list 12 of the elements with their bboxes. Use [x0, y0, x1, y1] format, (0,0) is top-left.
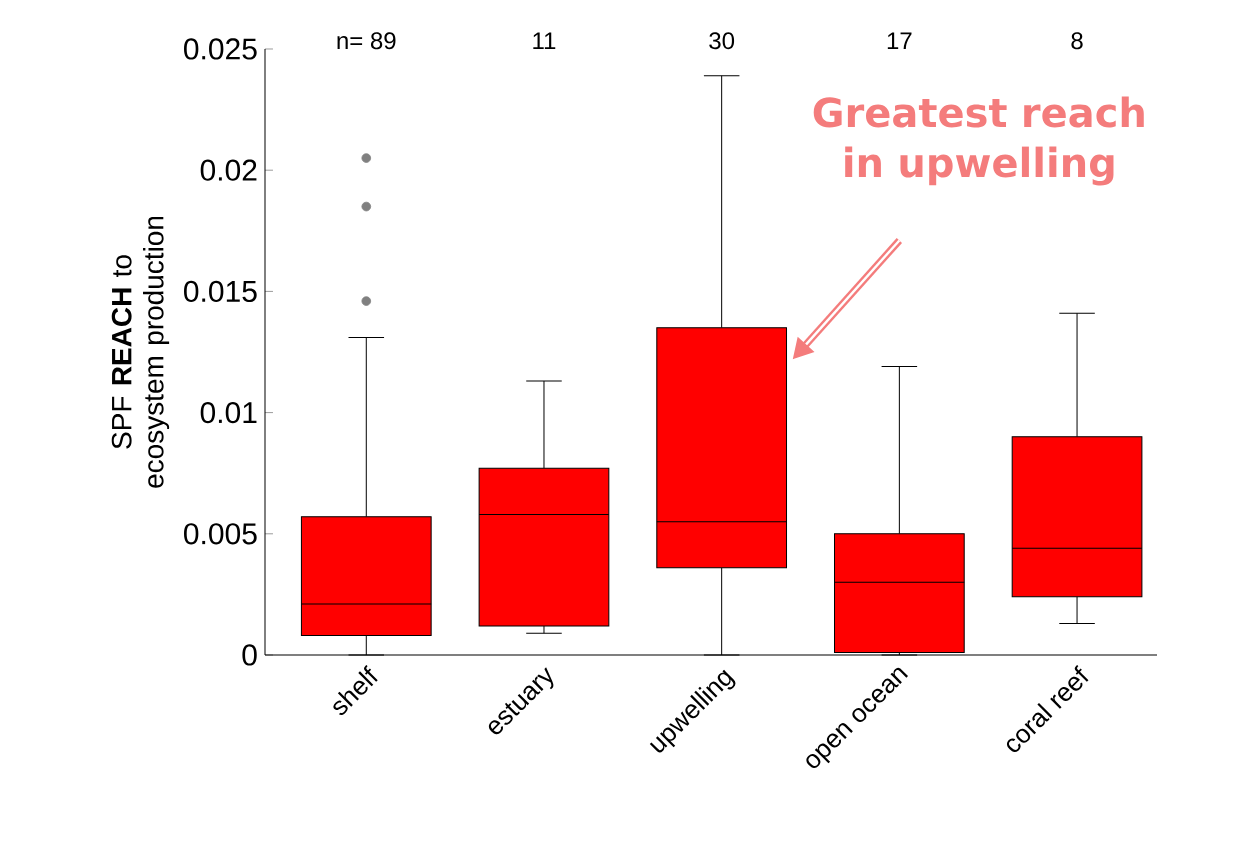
y-tick-label: 0.02 [200, 159, 257, 181]
annotation: 17 [887, 32, 912, 49]
y-tick-label: 0.025 [184, 38, 257, 60]
annotation: 8 [1071, 32, 1083, 50]
y-tick-label: 0.005 [184, 523, 257, 545]
y-tick-label: 0.015 [184, 280, 257, 303]
annotation: 30 [709, 32, 735, 50]
annotation: 11 [533, 32, 556, 49]
y-tick-label: 0.01 [200, 401, 257, 424]
annotation: Greatest reach in upwelling [813, 96, 1144, 186]
annotation: n= 89 [337, 32, 396, 50]
y-tick-label: 0 [242, 644, 257, 666]
